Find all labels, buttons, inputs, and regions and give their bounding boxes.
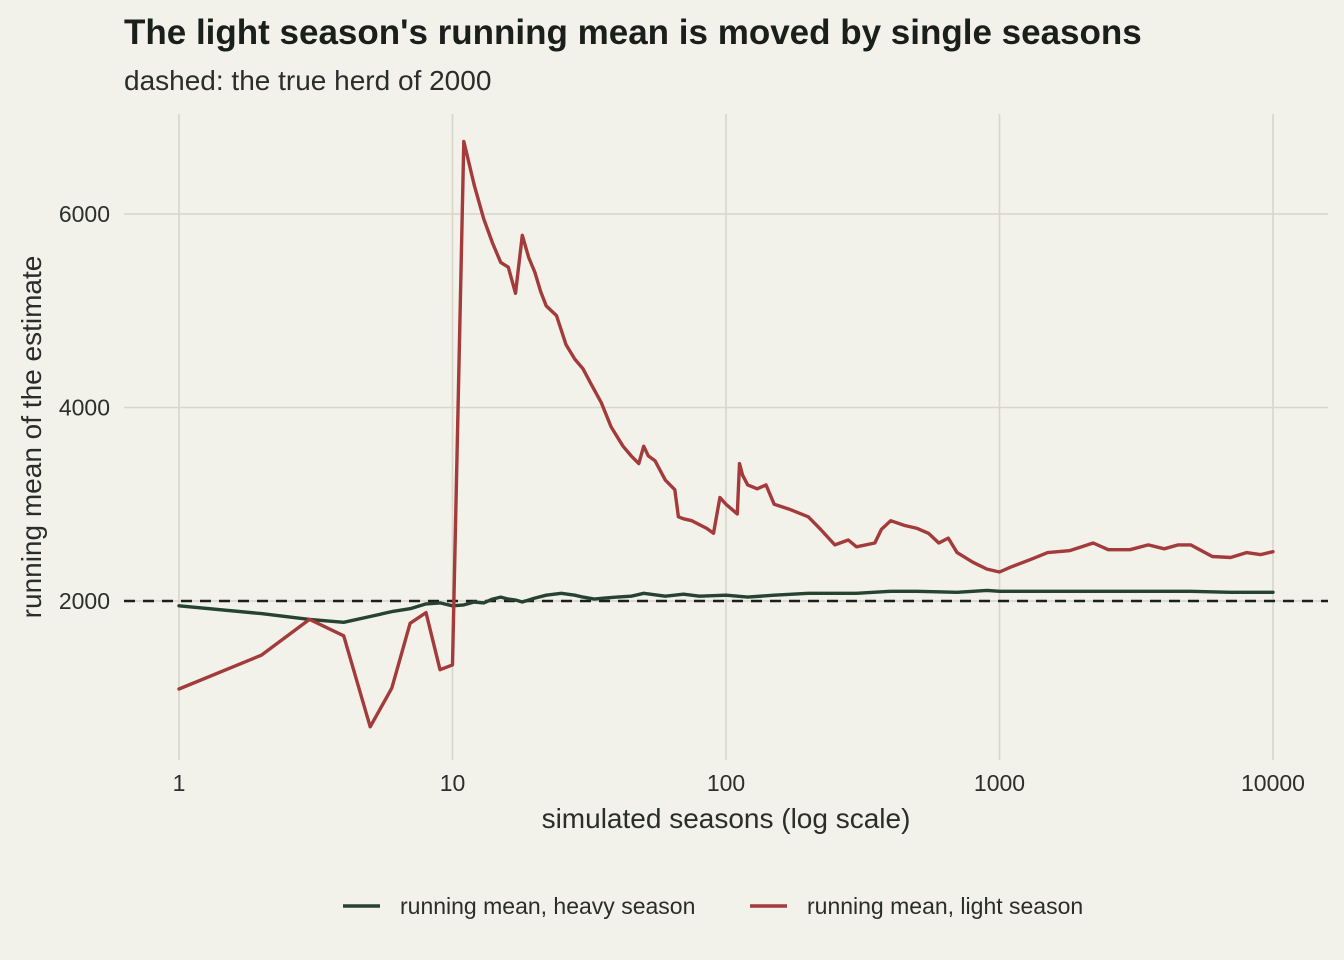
- legend: running mean, heavy season running mean, …: [343, 893, 1083, 919]
- x-tick-label-100: 100: [707, 770, 745, 796]
- chart-title: The light season's running mean is moved…: [124, 13, 1142, 52]
- series-line-light-season: [177, 139, 1275, 729]
- series-layer: [177, 139, 1275, 729]
- x-tick-label-10: 10: [440, 770, 466, 796]
- chart-subtitle: dashed: the true herd of 2000: [124, 65, 491, 96]
- x-tick-label-1000: 1000: [974, 770, 1025, 796]
- y-tick-label-4000: 4000: [59, 395, 110, 421]
- grid-lines: [124, 114, 1328, 760]
- y-axis-title: running mean of the estimate: [16, 256, 47, 619]
- x-tick-label-1: 1: [173, 770, 186, 796]
- legend-label-light-season: running mean, light season: [807, 893, 1083, 919]
- y-tick-label-6000: 6000: [59, 201, 110, 227]
- legend-label-heavy-season: running mean, heavy season: [400, 893, 695, 919]
- y-tick-label-2000: 2000: [59, 588, 110, 614]
- x-axis-title: simulated seasons (log scale): [542, 803, 911, 834]
- x-tick-label-10000: 10000: [1241, 770, 1305, 796]
- x-tick-labels: 1 10 100 1000 10000: [173, 770, 1305, 796]
- y-tick-labels: 2000 4000 6000: [59, 201, 110, 614]
- series-line-heavy-season: [177, 588, 1275, 624]
